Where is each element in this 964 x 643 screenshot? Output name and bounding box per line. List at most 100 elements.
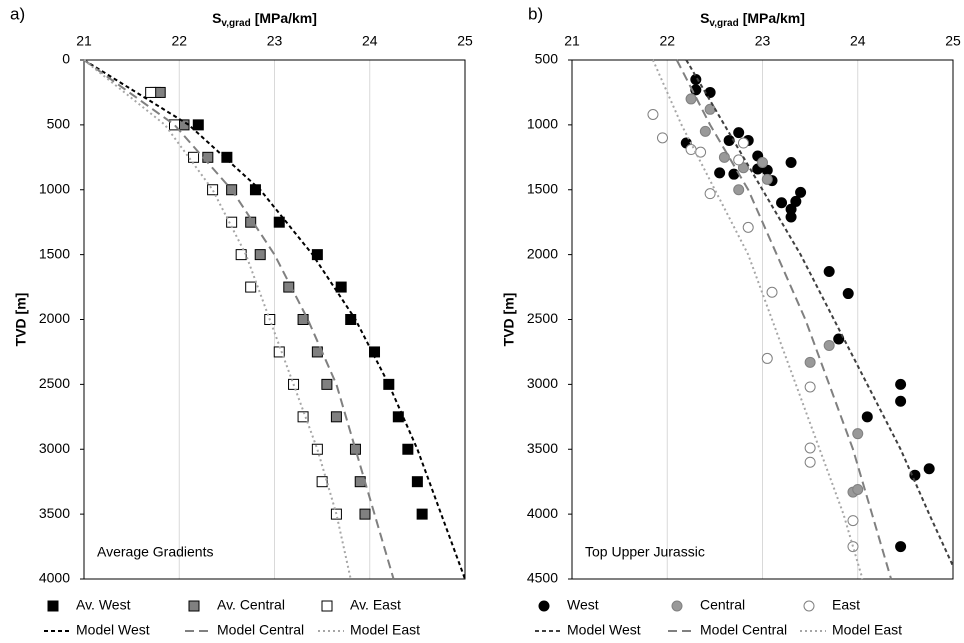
marker <box>685 93 697 105</box>
marker <box>766 286 778 298</box>
x-axis-title: Sv,grad [MPa/km] <box>700 10 805 29</box>
marker <box>737 162 749 174</box>
marker <box>733 184 745 196</box>
y-axis-title: TVD [m] <box>501 293 517 347</box>
y-tick-label: 3500 <box>39 505 70 521</box>
marker <box>359 508 371 520</box>
marker <box>733 127 745 139</box>
marker <box>354 476 366 488</box>
y-tick-label: 3000 <box>39 440 70 456</box>
marker <box>895 541 907 553</box>
y-tick-label: 1500 <box>527 180 558 196</box>
x-tick-label: 25 <box>457 33 473 49</box>
marker <box>297 314 309 325</box>
annotation: Top Upper Jurassic <box>585 544 705 560</box>
x-tick-label: 24 <box>362 33 378 49</box>
y-tick-label: 0 <box>62 51 70 67</box>
marker <box>207 184 219 196</box>
marker <box>733 154 745 166</box>
y-tick-label: 1500 <box>39 245 70 261</box>
plot-frame <box>83 59 466 580</box>
marker <box>852 428 864 440</box>
x-tick-label: 21 <box>76 33 92 49</box>
marker <box>690 73 702 85</box>
marker <box>699 125 711 137</box>
marker <box>145 86 157 98</box>
legend-label: Model West <box>76 622 150 638</box>
marker <box>704 188 716 200</box>
marker <box>685 144 697 156</box>
y-axis-title: TVD [m] <box>13 293 29 347</box>
marker <box>235 249 247 261</box>
marker <box>330 508 342 520</box>
marker <box>842 288 854 300</box>
legend-swatch <box>321 600 333 612</box>
legend-label: West <box>567 597 599 613</box>
y-tick-label: 2500 <box>527 310 558 326</box>
marker <box>316 476 328 488</box>
model-line <box>83 59 466 580</box>
marker <box>823 339 835 351</box>
marker <box>154 86 166 98</box>
legend-swatch <box>803 600 815 612</box>
marker <box>273 346 285 358</box>
marker <box>895 395 907 407</box>
marker <box>847 515 859 527</box>
y-tick-label: 2500 <box>39 375 70 391</box>
x-title-unit: [MPa/km] <box>743 10 805 26</box>
marker <box>923 463 935 475</box>
marker <box>254 249 266 261</box>
marker <box>411 476 423 488</box>
x-tick-label: 22 <box>659 33 675 49</box>
marker <box>761 352 773 364</box>
marker <box>656 132 668 144</box>
marker <box>757 157 768 169</box>
marker <box>823 265 835 277</box>
x-tick-label: 21 <box>564 33 580 49</box>
y-tick-label: 4000 <box>527 505 558 521</box>
marker <box>383 378 395 390</box>
y-tick-label: 3000 <box>527 375 558 391</box>
model-line <box>675 59 893 580</box>
legend-label: Central <box>700 597 745 613</box>
model-line <box>652 59 864 580</box>
marker <box>804 442 816 454</box>
marker <box>311 249 323 261</box>
marker <box>737 137 749 149</box>
x-tick-label: 23 <box>755 33 771 49</box>
legend-label: Model East <box>832 622 902 638</box>
legend-swatch <box>188 600 200 612</box>
y-tick-label: 1000 <box>527 116 558 132</box>
x-tick-label: 23 <box>267 33 283 49</box>
panel-label: a) <box>10 4 25 23</box>
marker <box>192 119 204 131</box>
marker <box>245 281 257 293</box>
legend-label: Av. East <box>350 597 401 613</box>
x-title-unit: [MPa/km] <box>255 10 317 26</box>
marker <box>804 356 816 368</box>
legend-swatch <box>538 600 550 612</box>
y-tick-label: 3500 <box>527 440 558 456</box>
legend-swatch <box>47 600 59 612</box>
y-tick-label: 4500 <box>527 570 558 586</box>
marker <box>297 411 309 423</box>
x-tick-label: 22 <box>171 33 187 49</box>
marker <box>795 186 807 198</box>
marker <box>321 378 333 390</box>
marker <box>718 151 730 163</box>
marker <box>283 281 295 293</box>
marker <box>647 108 659 120</box>
x-title-main: S <box>700 10 709 26</box>
legend-swatch <box>671 600 683 612</box>
x-axis-title: Sv,grad [MPa/km] <box>212 10 317 29</box>
model-line <box>685 59 954 567</box>
legend-label: Model Central <box>217 622 304 638</box>
model-line <box>83 59 395 580</box>
legend-label: Av. West <box>76 597 131 613</box>
x-title-main: S <box>212 10 221 26</box>
y-tick-label: 500 <box>47 116 71 132</box>
marker <box>833 333 845 345</box>
x-tick-label: 25 <box>945 33 961 49</box>
marker <box>168 119 180 131</box>
x-title-sub: v,grad <box>709 18 738 29</box>
